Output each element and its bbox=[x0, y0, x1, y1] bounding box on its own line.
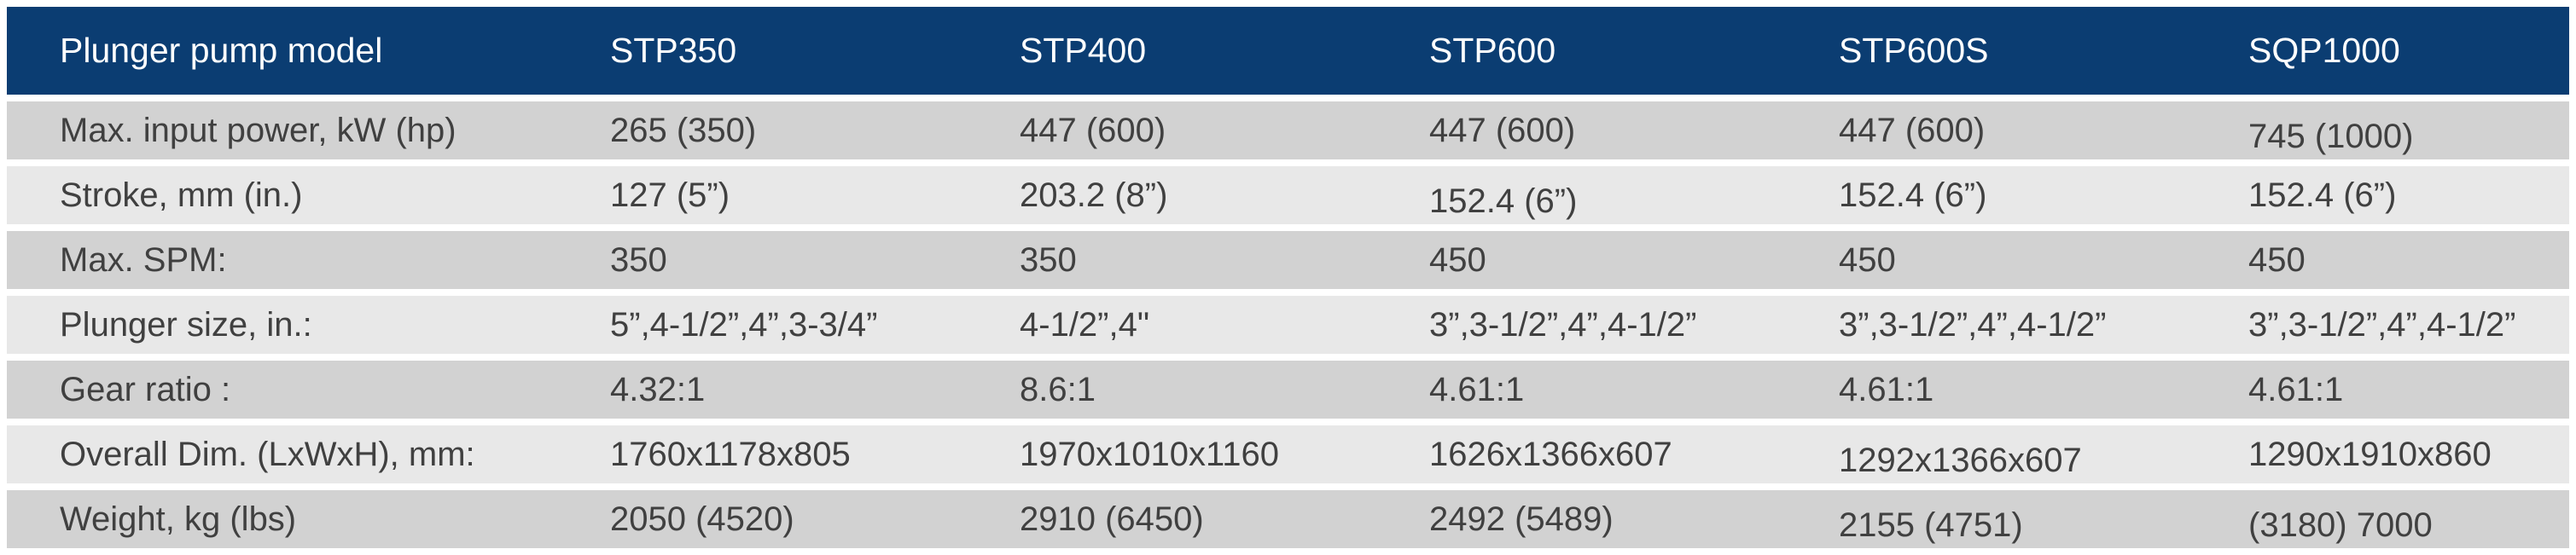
table-cell: 2155 (4751) bbox=[1839, 506, 2023, 544]
table-cell: (3180) 7000 bbox=[2248, 506, 2433, 544]
table-cell: 450 bbox=[1429, 240, 1486, 279]
header-cell-stp600: STP600 bbox=[1429, 31, 1556, 70]
table-cell: 447 (600) bbox=[1839, 111, 1986, 149]
table-cell: 265 (350) bbox=[610, 111, 757, 149]
table-cell: 450 bbox=[2248, 240, 2306, 279]
table-cell: 152.4 (6”) bbox=[1839, 176, 1987, 214]
table-cell: 1292x1366x607 bbox=[1839, 441, 2082, 479]
table-cell: 3”,3-1/2”,4”,4-1/2” bbox=[1429, 305, 1697, 344]
header-cell-sqp1000: SQP1000 bbox=[2248, 31, 2400, 70]
table-row-max-spm: Max. SPM: 350 350 450 450 450 bbox=[7, 231, 2569, 289]
row-label: Max. SPM: bbox=[60, 240, 227, 279]
table-row-stroke: Stroke, mm (in.) 127 (5”) 203.2 (8”) 152… bbox=[7, 166, 2569, 224]
table-cell: 3”,3-1/2”,4”,4-1/2” bbox=[1839, 305, 2107, 344]
table-cell: 203.2 (8”) bbox=[1020, 176, 1168, 214]
table-row-overall-dim: Overall Dim. (LxWxH), mm: 1760x1178x805 … bbox=[7, 425, 2569, 483]
table-cell: 2492 (5489) bbox=[1429, 500, 1614, 538]
row-label: Stroke, mm (in.) bbox=[60, 176, 303, 214]
row-label: Plunger size, in.: bbox=[60, 305, 312, 344]
row-label: Weight, kg (lbs) bbox=[60, 500, 297, 538]
table-cell: 1290x1910x860 bbox=[2248, 435, 2492, 473]
table-cell: 2910 (6450) bbox=[1020, 500, 1204, 538]
table-row-weight: Weight, kg (lbs) 2050 (4520) 2910 (6450)… bbox=[7, 490, 2569, 548]
header-cell-stp350: STP350 bbox=[610, 31, 737, 70]
header-cell-stp400: STP400 bbox=[1020, 31, 1147, 70]
table-cell: 1760x1178x805 bbox=[610, 435, 851, 473]
table-cell: 4.61:1 bbox=[1839, 370, 1934, 408]
row-label: Max. input power, kW (hp) bbox=[60, 111, 456, 149]
row-label: Overall Dim. (LxWxH), mm: bbox=[60, 435, 475, 473]
table-cell: 350 bbox=[610, 240, 667, 279]
table-cell: 5”,4-1/2”,4”,3-3/4” bbox=[610, 305, 878, 344]
table-row-plunger-size: Plunger size, in.: 5”,4-1/2”,4”,3-3/4” 4… bbox=[7, 296, 2569, 354]
header-cell-stp600s: STP600S bbox=[1839, 31, 1989, 70]
table-cell: 4.61:1 bbox=[1429, 370, 1525, 408]
table-cell: 2050 (4520) bbox=[610, 500, 794, 538]
table-cell: 447 (600) bbox=[1020, 111, 1166, 149]
table-cell: 8.6:1 bbox=[1020, 370, 1096, 408]
table-cell: 152.4 (6”) bbox=[2248, 176, 2397, 214]
table-header-row: Plunger pump model STP350 STP400 STP600 … bbox=[7, 7, 2569, 95]
table-cell: 4.32:1 bbox=[610, 370, 706, 408]
table-row-max-input-power: Max. input power, kW (hp) 265 (350) 447 … bbox=[7, 101, 2569, 159]
header-cell-model: Plunger pump model bbox=[60, 31, 383, 70]
table-cell: 4-1/2”,4" bbox=[1020, 305, 1150, 344]
table-cell: 152.4 (6”) bbox=[1429, 182, 1578, 220]
table-cell: 447 (600) bbox=[1429, 111, 1576, 149]
table-cell: 745 (1000) bbox=[2248, 117, 2414, 155]
row-label: Gear ratio : bbox=[60, 370, 231, 408]
table-cell: 4.61:1 bbox=[2248, 370, 2344, 408]
table-cell: 1970x1010x1160 bbox=[1020, 435, 1279, 473]
table-row-gear-ratio: Gear ratio : 4.32:1 8.6:1 4.61:1 4.61:1 … bbox=[7, 361, 2569, 419]
table-cell: 127 (5”) bbox=[610, 176, 730, 214]
table-cell: 450 bbox=[1839, 240, 1896, 279]
table-cell: 1626x1366x607 bbox=[1429, 435, 1672, 473]
table-cell: 3”,3-1/2”,4”,4-1/2” bbox=[2248, 305, 2516, 344]
table-cell: 350 bbox=[1020, 240, 1077, 279]
